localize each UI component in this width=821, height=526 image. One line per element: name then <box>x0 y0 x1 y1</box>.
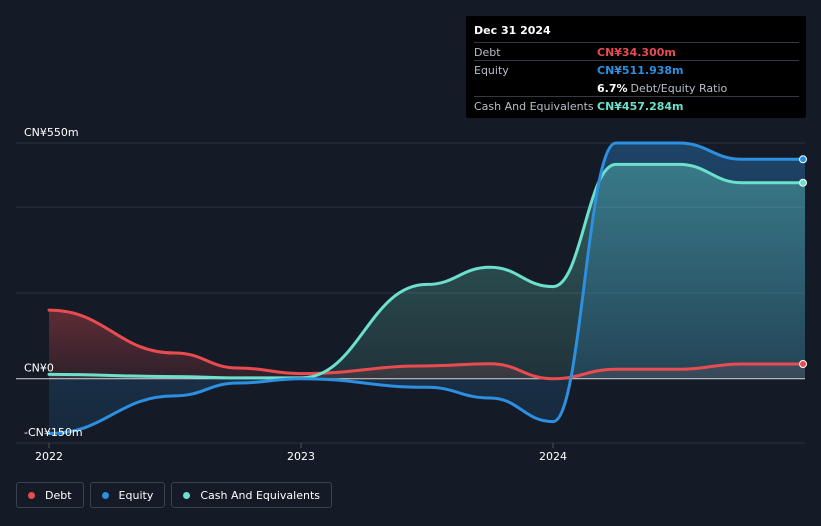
chart-legend: Debt Equity Cash And Equivalents <box>16 482 332 508</box>
legend-dot-icon <box>101 491 109 499</box>
tooltip-row-cash: Cash And Equivalents CN¥457.284m <box>474 96 799 114</box>
tooltip-value: CN¥511.938m <box>597 63 684 77</box>
axis-labels: CN¥550m CN¥0 -CN¥150m 2022 2023 2024 <box>24 126 567 463</box>
legend-label: Equity <box>118 488 154 502</box>
tooltip-row-debt: Debt CN¥34.300m <box>474 42 799 60</box>
series-end-points <box>799 155 807 369</box>
series-area-cash <box>49 164 805 379</box>
tooltip-value: CN¥457.284m <box>597 99 684 113</box>
legend-item-debt[interactable]: Debt <box>16 482 84 508</box>
tooltip-label: Cash And Equivalents <box>474 99 594 113</box>
tooltip-row-ratio: 6.7% Debt/Equity Ratio <box>474 78 799 96</box>
tooltip-value: CN¥34.300m <box>597 45 676 59</box>
tooltip-value: 6.7% <box>597 81 628 95</box>
series-areas <box>49 143 805 434</box>
data-tooltip: Dec 31 2024 Debt CN¥34.300m Equity CN¥51… <box>466 16 806 118</box>
series-end-point-cash <box>799 178 807 187</box>
legend-item-cash[interactable]: Cash And Equivalents <box>171 482 332 508</box>
y-tick-label: CN¥550m <box>24 126 79 139</box>
tooltip-date: Dec 31 2024 <box>474 24 551 37</box>
x-tick-label: 2024 <box>539 450 567 463</box>
tooltip-ratio-label: Debt/Equity Ratio <box>630 81 728 95</box>
legend-label: Cash And Equivalents <box>200 488 320 502</box>
tooltip-label: Debt <box>474 45 501 59</box>
y-tick-label: CN¥0 <box>24 362 54 375</box>
legend-dot-icon <box>183 491 191 499</box>
legend-label: Debt <box>45 488 72 502</box>
series-line-cash <box>47 162 807 380</box>
series-end-point-debt <box>799 360 807 369</box>
x-tick-label: 2022 <box>35 450 63 463</box>
y-tick-label: -CN¥150m <box>24 426 83 439</box>
series-line-debt <box>47 308 807 381</box>
legend-item-equity[interactable]: Equity <box>89 482 166 508</box>
tooltip-label: Equity <box>474 63 509 77</box>
series-line-equity <box>47 141 807 436</box>
series-end-point-equity <box>799 155 807 164</box>
legend-dot-icon <box>28 491 35 499</box>
x-tick-label: 2023 <box>287 450 315 463</box>
tooltip-row-equity: Equity CN¥511.938m <box>474 60 799 78</box>
series-lines <box>16 141 807 436</box>
